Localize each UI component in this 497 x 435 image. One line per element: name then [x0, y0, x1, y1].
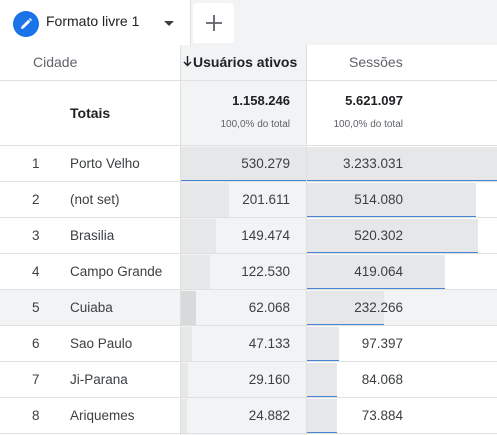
city-name: Cuiaba — [70, 300, 113, 315]
city-name: Ariquemes — [70, 408, 135, 423]
column-header-active-users[interactable]: Usuários ativos — [183, 45, 297, 80]
active-users-value: 24.882 — [248, 408, 290, 423]
plus-icon — [206, 15, 222, 31]
table-row[interactable]: 5 Cuiaba 62.068 232.266 — [0, 290, 497, 326]
row-index: 3 — [32, 228, 40, 243]
tab-formato-livre[interactable]: Formato livre 1 — [0, 0, 191, 45]
table-row[interactable]: 6 Sao Paulo 47.133 97.397 — [0, 326, 497, 362]
row-index: 4 — [32, 264, 40, 279]
city-name: Sao Paulo — [70, 336, 133, 351]
row-divider — [0, 289, 497, 290]
sessions-value: 520.302 — [354, 228, 403, 243]
row-index: 8 — [32, 408, 40, 423]
active-users-value: 149.474 — [241, 228, 290, 243]
row-divider — [0, 397, 497, 398]
active-users-value: 201.611 — [242, 192, 290, 207]
active-users-value: 122.530 — [241, 264, 290, 279]
users-share-bar — [181, 255, 210, 290]
pencil-icon[interactable] — [13, 11, 39, 37]
users-share-bar — [181, 327, 192, 362]
table-row[interactable]: 3 Brasilia 149.474 520.302 — [0, 218, 497, 254]
sessions-value: 514.080 — [354, 192, 403, 207]
city-name: (not set) — [70, 192, 120, 207]
report-table: Cidade Usuários ativos Sessões Totais 1.… — [0, 45, 497, 435]
active-users-value: 530.279 — [241, 156, 290, 171]
tab-label: Formato livre 1 — [46, 13, 140, 29]
sessions-value: 84.068 — [361, 372, 403, 387]
city-name: Porto Velho — [70, 156, 140, 171]
column-header-active-users-label: Usuários ativos — [193, 54, 298, 70]
table-row[interactable]: 8 Ariquemes 24.882 73.884 — [0, 398, 497, 434]
table-row[interactable]: 1 Porto Velho 530.279 3.233.031 — [0, 146, 497, 182]
row-index: 7 — [32, 372, 40, 387]
tab-bar: Formato livre 1 — [0, 0, 497, 45]
row-index: 2 — [32, 192, 40, 207]
sessions-value: 73.884 — [361, 408, 403, 423]
city-name: Campo Grande — [70, 264, 163, 279]
row-index: 1 — [32, 156, 40, 171]
row-divider — [0, 217, 497, 218]
users-share-bar — [181, 399, 187, 434]
totals-users: 1.158.246 — [232, 93, 290, 108]
totals-divider — [0, 145, 497, 146]
column-divider — [180, 45, 181, 435]
row-divider — [0, 433, 497, 434]
sessions-value: 97.397 — [361, 336, 403, 351]
row-index: 5 — [32, 300, 40, 315]
sessions-share-bar — [307, 399, 337, 434]
active-users-value: 47.133 — [248, 336, 290, 351]
table-row[interactable]: 7 Ji-Parana 29.160 84.068 — [0, 362, 497, 398]
row-divider — [0, 361, 497, 362]
row-divider — [0, 181, 497, 182]
arrow-down-icon — [183, 45, 192, 80]
table-row[interactable]: 4 Campo Grande 122.530 419.064 — [0, 254, 497, 290]
totals-users-percent: 100,0% do total — [220, 119, 291, 130]
totals-label: Totais — [70, 105, 111, 121]
users-share-bar — [181, 291, 196, 326]
sessions-value: 232.266 — [354, 300, 403, 315]
users-share-bar — [181, 219, 216, 254]
caret-down-icon[interactable] — [164, 21, 174, 26]
totals-sessions-percent: 100,0% do total — [333, 119, 404, 130]
table-row[interactable]: 2 (not set) 201.611 514.080 — [0, 182, 497, 218]
column-header-sessions[interactable]: Sessões — [349, 54, 403, 70]
column-header-city[interactable]: Cidade — [33, 54, 78, 70]
totals-sessions: 5.621.097 — [345, 93, 403, 108]
active-users-value: 62.068 — [248, 300, 290, 315]
users-share-bar — [181, 183, 229, 218]
city-name: Ji-Parana — [70, 372, 128, 387]
city-name: Brasilia — [70, 228, 115, 243]
sessions-value: 3.233.031 — [342, 156, 403, 171]
row-divider — [0, 253, 497, 254]
row-divider — [0, 325, 497, 326]
row-index: 6 — [32, 336, 40, 351]
active-users-value: 29.160 — [248, 372, 290, 387]
column-divider — [306, 45, 307, 435]
add-tab-button[interactable] — [193, 3, 234, 43]
header-divider — [0, 80, 497, 81]
users-share-bar — [181, 363, 188, 398]
sessions-value: 419.064 — [354, 264, 403, 279]
